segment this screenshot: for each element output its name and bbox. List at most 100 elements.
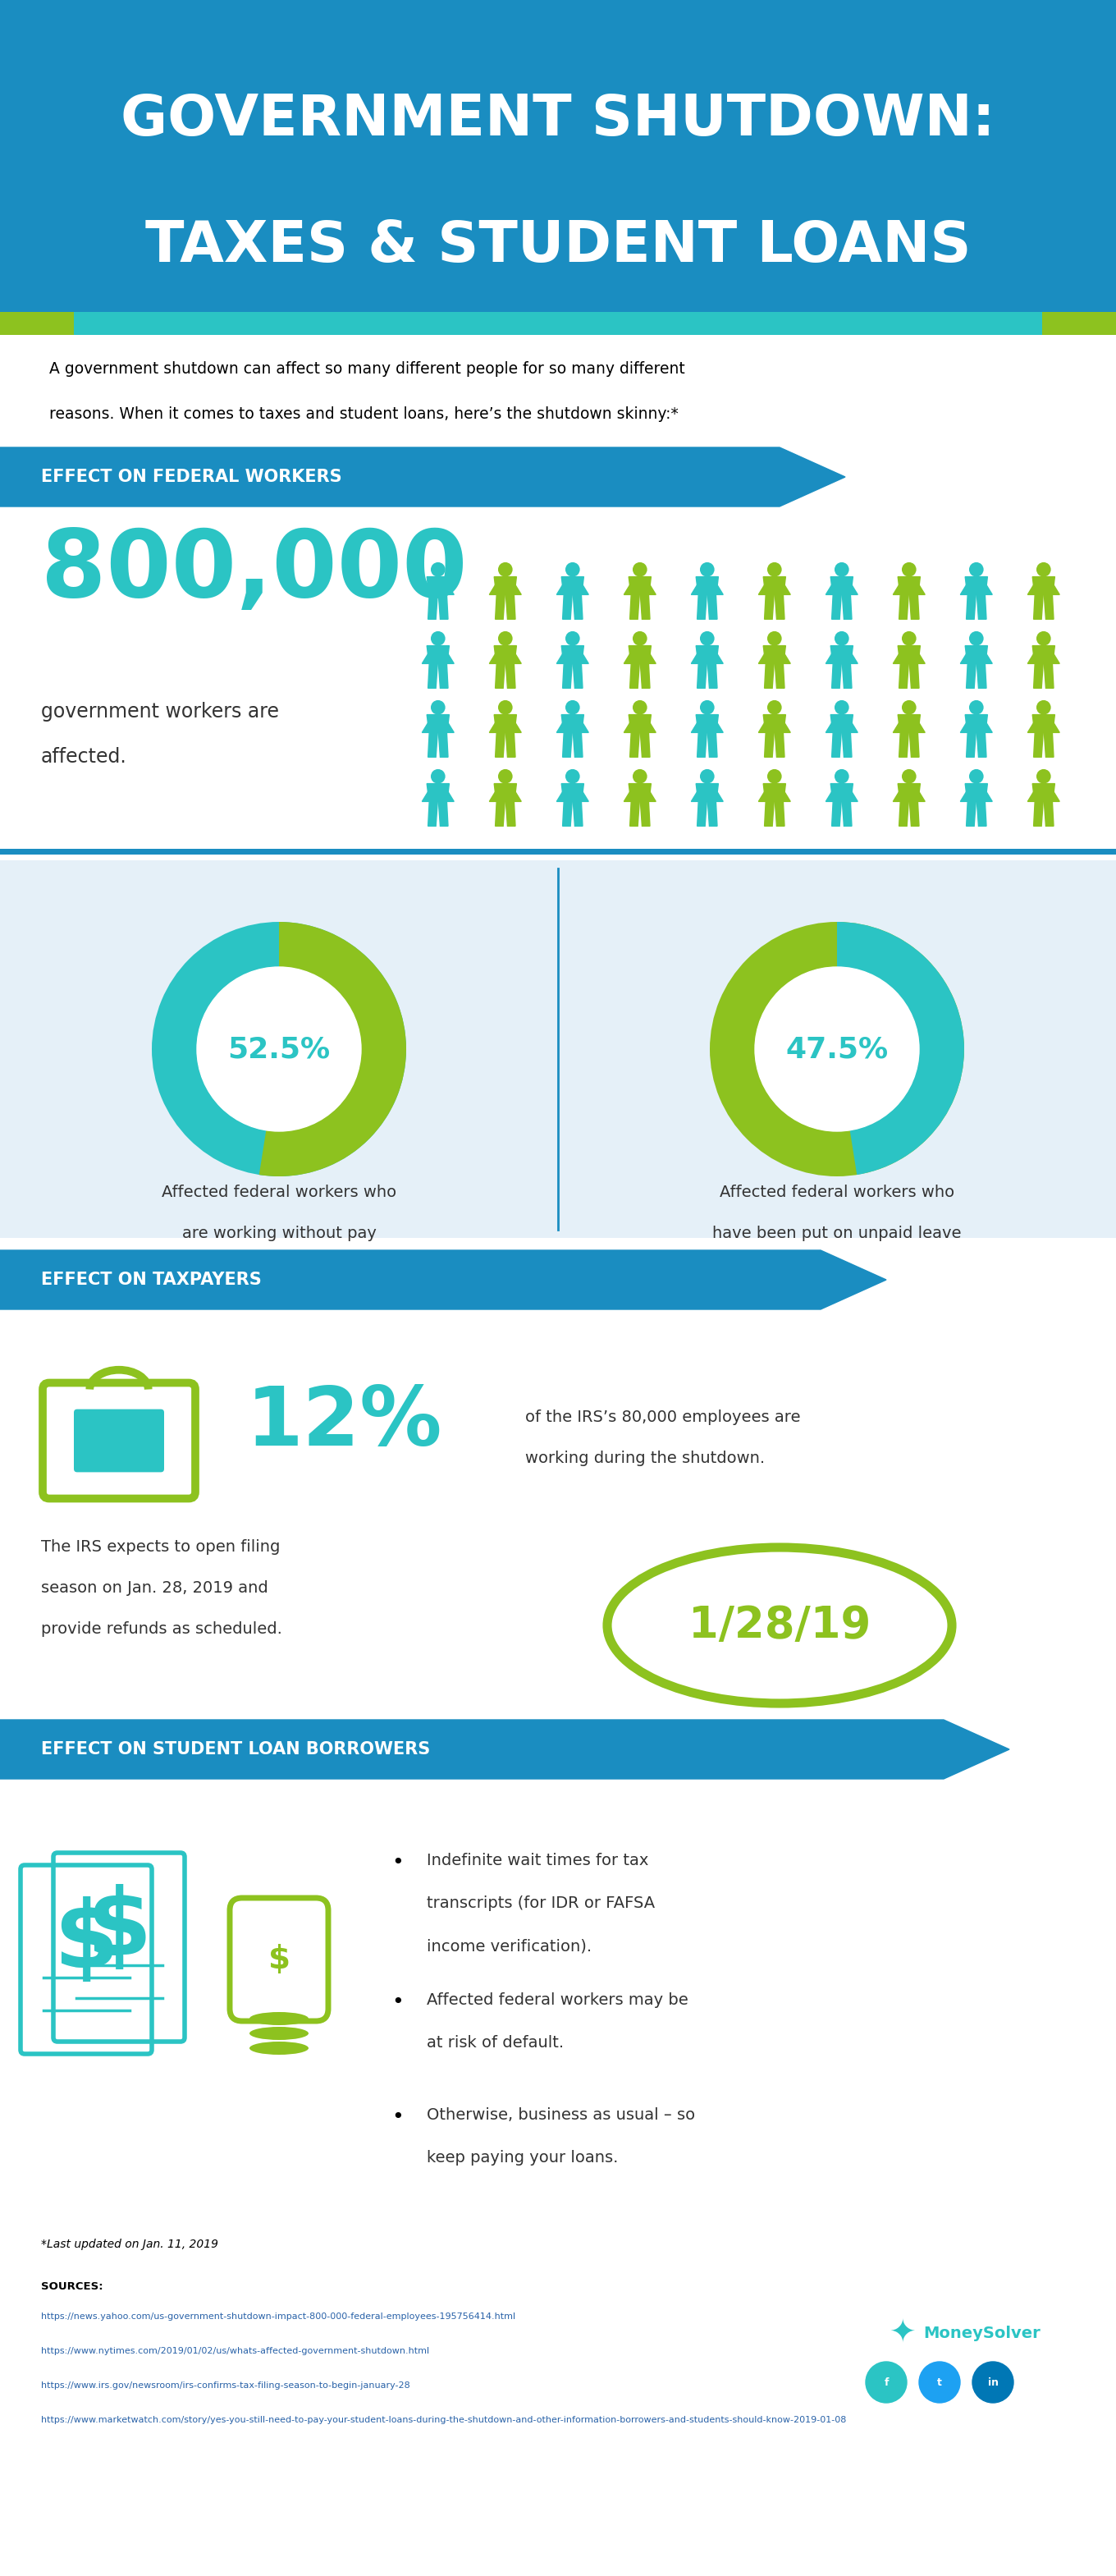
Polygon shape [843, 595, 852, 618]
Polygon shape [1032, 714, 1055, 724]
Text: season on Jan. 28, 2019 and: season on Jan. 28, 2019 and [41, 1579, 268, 1597]
Polygon shape [763, 647, 786, 654]
Polygon shape [708, 801, 718, 827]
Circle shape [1037, 701, 1051, 714]
Polygon shape [496, 665, 504, 688]
Polygon shape [831, 595, 841, 618]
Text: provide refunds as scheduled.: provide refunds as scheduled. [41, 1620, 282, 1636]
Polygon shape [696, 577, 719, 585]
Polygon shape [831, 732, 841, 757]
Text: f: f [884, 2378, 888, 2388]
Polygon shape [629, 595, 639, 618]
Text: EFFECT ON FEDERAL WORKERS: EFFECT ON FEDERAL WORKERS [41, 469, 341, 484]
Polygon shape [893, 585, 925, 595]
Polygon shape [426, 783, 449, 791]
Polygon shape [691, 585, 723, 595]
Circle shape [566, 631, 580, 647]
Polygon shape [628, 783, 651, 791]
Polygon shape [422, 724, 454, 732]
Polygon shape [1028, 654, 1059, 665]
Wedge shape [837, 922, 964, 1175]
Text: transcripts (for IDR or FAFSA: transcripts (for IDR or FAFSA [426, 1896, 655, 1911]
Text: Indefinite wait times for tax: Indefinite wait times for tax [426, 1852, 648, 1868]
Text: 1/28/19: 1/28/19 [689, 1605, 870, 1646]
Circle shape [969, 701, 983, 714]
Polygon shape [494, 714, 517, 724]
Polygon shape [764, 801, 775, 827]
Circle shape [835, 701, 849, 714]
Polygon shape [489, 791, 521, 801]
Circle shape [498, 562, 512, 577]
Text: EFFECT ON STUDENT LOAN BORROWERS: EFFECT ON STUDENT LOAN BORROWERS [41, 1741, 430, 1757]
Text: •: • [392, 1991, 404, 2012]
Circle shape [1037, 562, 1051, 577]
Text: *Last updated on Jan. 11, 2019: *Last updated on Jan. 11, 2019 [41, 2239, 219, 2249]
Polygon shape [961, 585, 992, 595]
Text: The IRS expects to open filing: The IRS expects to open filing [41, 1540, 280, 1556]
Polygon shape [426, 577, 449, 585]
Polygon shape [429, 595, 437, 618]
Polygon shape [910, 595, 920, 618]
Circle shape [431, 631, 445, 647]
Polygon shape [966, 732, 975, 757]
Polygon shape [1033, 665, 1043, 688]
Polygon shape [966, 801, 975, 827]
Polygon shape [573, 801, 583, 827]
Polygon shape [759, 585, 790, 595]
Polygon shape [775, 732, 785, 757]
Polygon shape [696, 647, 719, 654]
Wedge shape [259, 922, 406, 1177]
Polygon shape [1033, 801, 1043, 827]
Circle shape [431, 562, 445, 577]
Polygon shape [561, 783, 584, 791]
Circle shape [835, 562, 849, 577]
Polygon shape [965, 783, 988, 791]
Polygon shape [573, 732, 583, 757]
Text: Otherwise, business as usual – so: Otherwise, business as usual – so [426, 2107, 695, 2123]
Polygon shape [698, 595, 706, 618]
Bar [0, 850, 1116, 855]
Polygon shape [426, 647, 449, 654]
Polygon shape [898, 647, 921, 654]
Polygon shape [764, 732, 775, 757]
Polygon shape [489, 654, 521, 665]
Text: income verification).: income verification). [426, 1937, 591, 1953]
Circle shape [700, 562, 714, 577]
Circle shape [566, 770, 580, 783]
Text: are working without pay: are working without pay [182, 1226, 376, 1242]
Polygon shape [426, 714, 449, 724]
Text: A government shutdown can affect so many different people for so many different: A government shutdown can affect so many… [49, 361, 685, 376]
Polygon shape [763, 714, 786, 724]
Polygon shape [843, 801, 852, 827]
Polygon shape [898, 783, 921, 791]
Polygon shape [976, 732, 987, 757]
Polygon shape [965, 647, 988, 654]
Text: t: t [937, 2378, 942, 2388]
FancyBboxPatch shape [74, 1409, 164, 1473]
Polygon shape [1045, 732, 1054, 757]
Circle shape [498, 631, 512, 647]
Text: https://www.nytimes.com/2019/01/02/us/whats-affected-government-shutdown.html: https://www.nytimes.com/2019/01/02/us/wh… [41, 2347, 430, 2354]
Circle shape [969, 562, 983, 577]
Polygon shape [691, 654, 723, 665]
Polygon shape [966, 665, 975, 688]
Circle shape [633, 701, 647, 714]
Circle shape [866, 2362, 906, 2403]
Circle shape [431, 701, 445, 714]
Polygon shape [759, 791, 790, 801]
Polygon shape [1032, 577, 1055, 585]
Polygon shape [830, 783, 853, 791]
Text: •: • [392, 2107, 404, 2128]
Polygon shape [506, 732, 516, 757]
Polygon shape [966, 595, 975, 618]
Text: ✦: ✦ [889, 2318, 916, 2349]
Text: 47.5%: 47.5% [786, 1036, 888, 1064]
Polygon shape [561, 714, 584, 724]
Polygon shape [763, 577, 786, 585]
Polygon shape [494, 577, 517, 585]
Text: $: $ [86, 1883, 152, 1976]
Polygon shape [976, 595, 987, 618]
Polygon shape [1045, 801, 1054, 827]
Circle shape [969, 631, 983, 647]
Polygon shape [624, 724, 656, 732]
